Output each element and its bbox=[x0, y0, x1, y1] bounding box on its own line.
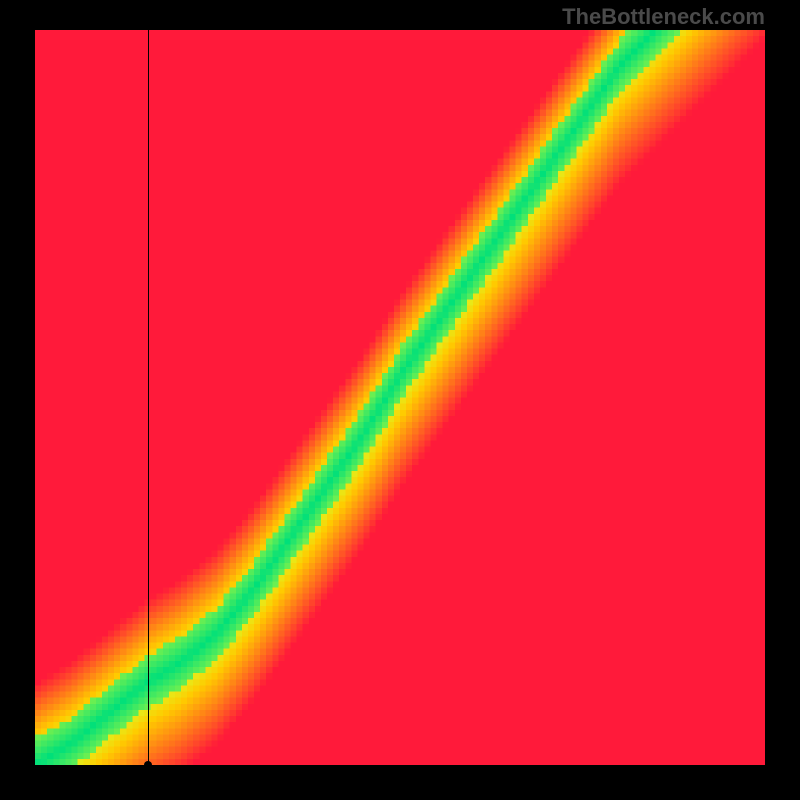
crosshair-marker-dot bbox=[144, 761, 152, 769]
bottleneck-heatmap-canvas bbox=[35, 30, 765, 765]
heatmap-plot-area bbox=[35, 30, 765, 765]
watermark-text: TheBottleneck.com bbox=[562, 4, 765, 30]
crosshair-vertical-line bbox=[148, 30, 149, 765]
